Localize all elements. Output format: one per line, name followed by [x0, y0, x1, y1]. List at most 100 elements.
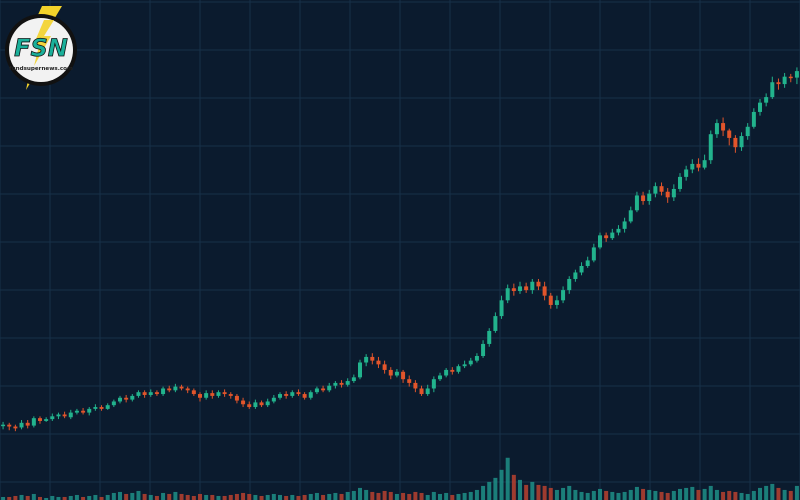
candle-body	[733, 137, 738, 148]
candle-body	[659, 186, 664, 192]
candle-body	[727, 130, 732, 138]
candle-body	[591, 247, 596, 261]
candle-body	[745, 126, 750, 137]
volume-bar	[616, 492, 621, 500]
volume-bar	[561, 487, 566, 500]
volume-bar	[505, 457, 510, 500]
candle-body	[198, 394, 202, 398]
candle-body	[702, 160, 707, 168]
volume-bar	[296, 495, 301, 500]
volume-bar	[241, 492, 246, 500]
fsn-logo: FSN fundsupernews.com	[4, 6, 80, 94]
volume-bar	[671, 490, 676, 500]
candle-body	[38, 418, 42, 421]
volume-bar	[684, 487, 689, 500]
volume-bar	[105, 494, 110, 500]
volume-bar	[25, 495, 30, 500]
volume-bar	[358, 487, 362, 500]
candle-body	[339, 382, 344, 385]
candle-body	[93, 407, 98, 409]
candle-body	[708, 134, 713, 161]
volume-bar	[628, 489, 633, 500]
volume-bar	[468, 491, 473, 500]
volume-bar	[690, 486, 695, 500]
volume-bar	[259, 495, 264, 500]
candle-body	[290, 392, 295, 396]
candle-body	[511, 288, 516, 292]
candle-body	[327, 385, 332, 391]
candle-body	[68, 412, 73, 418]
candle-body	[524, 286, 529, 291]
volume-bar	[702, 488, 707, 500]
candle-body	[111, 401, 116, 406]
candle-body	[518, 286, 522, 292]
volume-bar	[364, 489, 369, 500]
volume-bar	[794, 485, 799, 500]
volume-bar	[271, 493, 276, 500]
candle-body	[179, 386, 184, 389]
volume-bar	[74, 494, 79, 500]
candle-body	[554, 300, 559, 305]
candle-body	[247, 404, 252, 408]
volume-bar	[118, 491, 122, 500]
volume-bar	[68, 495, 73, 500]
volume-bar	[13, 495, 18, 500]
candle-body	[647, 193, 652, 202]
volume-bar	[154, 495, 159, 500]
candle-body	[105, 405, 110, 409]
candle-body	[185, 388, 190, 391]
candle-body	[271, 397, 276, 402]
candle-body	[136, 392, 141, 396]
volume-bar	[253, 494, 258, 500]
candle-body	[364, 356, 369, 363]
candle-body	[99, 407, 104, 409]
volume-bar	[290, 494, 295, 500]
volume-bar	[99, 496, 104, 500]
volume-bar	[647, 489, 652, 500]
candle-body	[370, 356, 375, 361]
candle-body	[358, 362, 362, 378]
candle-body	[31, 418, 36, 426]
volume-bar	[591, 490, 596, 500]
volume-bar	[31, 493, 36, 500]
volume-bar	[462, 492, 467, 500]
candle-body	[678, 176, 682, 189]
volume-bar	[450, 494, 455, 500]
volume-bar	[788, 490, 793, 500]
volume-bar	[191, 495, 196, 500]
candle-body	[222, 392, 227, 395]
candles	[1, 67, 799, 432]
candle-body	[401, 371, 406, 380]
volume-bar	[308, 493, 313, 500]
volume-bar	[622, 491, 627, 500]
volume-bar	[438, 493, 442, 500]
candle-body	[425, 388, 430, 395]
candle-body	[610, 232, 615, 239]
candle-body	[321, 388, 326, 391]
volume-bar	[62, 496, 67, 500]
volume-bar	[610, 491, 615, 500]
volume-bar	[173, 491, 178, 500]
candle-body	[690, 163, 695, 170]
candle-body	[444, 369, 449, 376]
candle-body	[782, 76, 787, 85]
candle-body	[234, 395, 239, 401]
volume-bar	[161, 492, 166, 500]
volume-bar	[222, 495, 227, 500]
candle-body	[1, 424, 6, 427]
candle-body	[419, 388, 424, 395]
volume-bar	[714, 489, 719, 500]
candle-body	[598, 235, 602, 248]
volume-bar	[530, 481, 535, 500]
candle-body	[542, 286, 547, 296]
candle-body	[628, 210, 633, 222]
candle-body	[308, 392, 313, 398]
volume-bar	[487, 481, 492, 500]
candle-body	[653, 186, 658, 194]
volume-bar	[634, 486, 639, 500]
candle-body	[204, 393, 209, 398]
volume-bar	[210, 494, 215, 500]
candle-body	[776, 82, 781, 85]
